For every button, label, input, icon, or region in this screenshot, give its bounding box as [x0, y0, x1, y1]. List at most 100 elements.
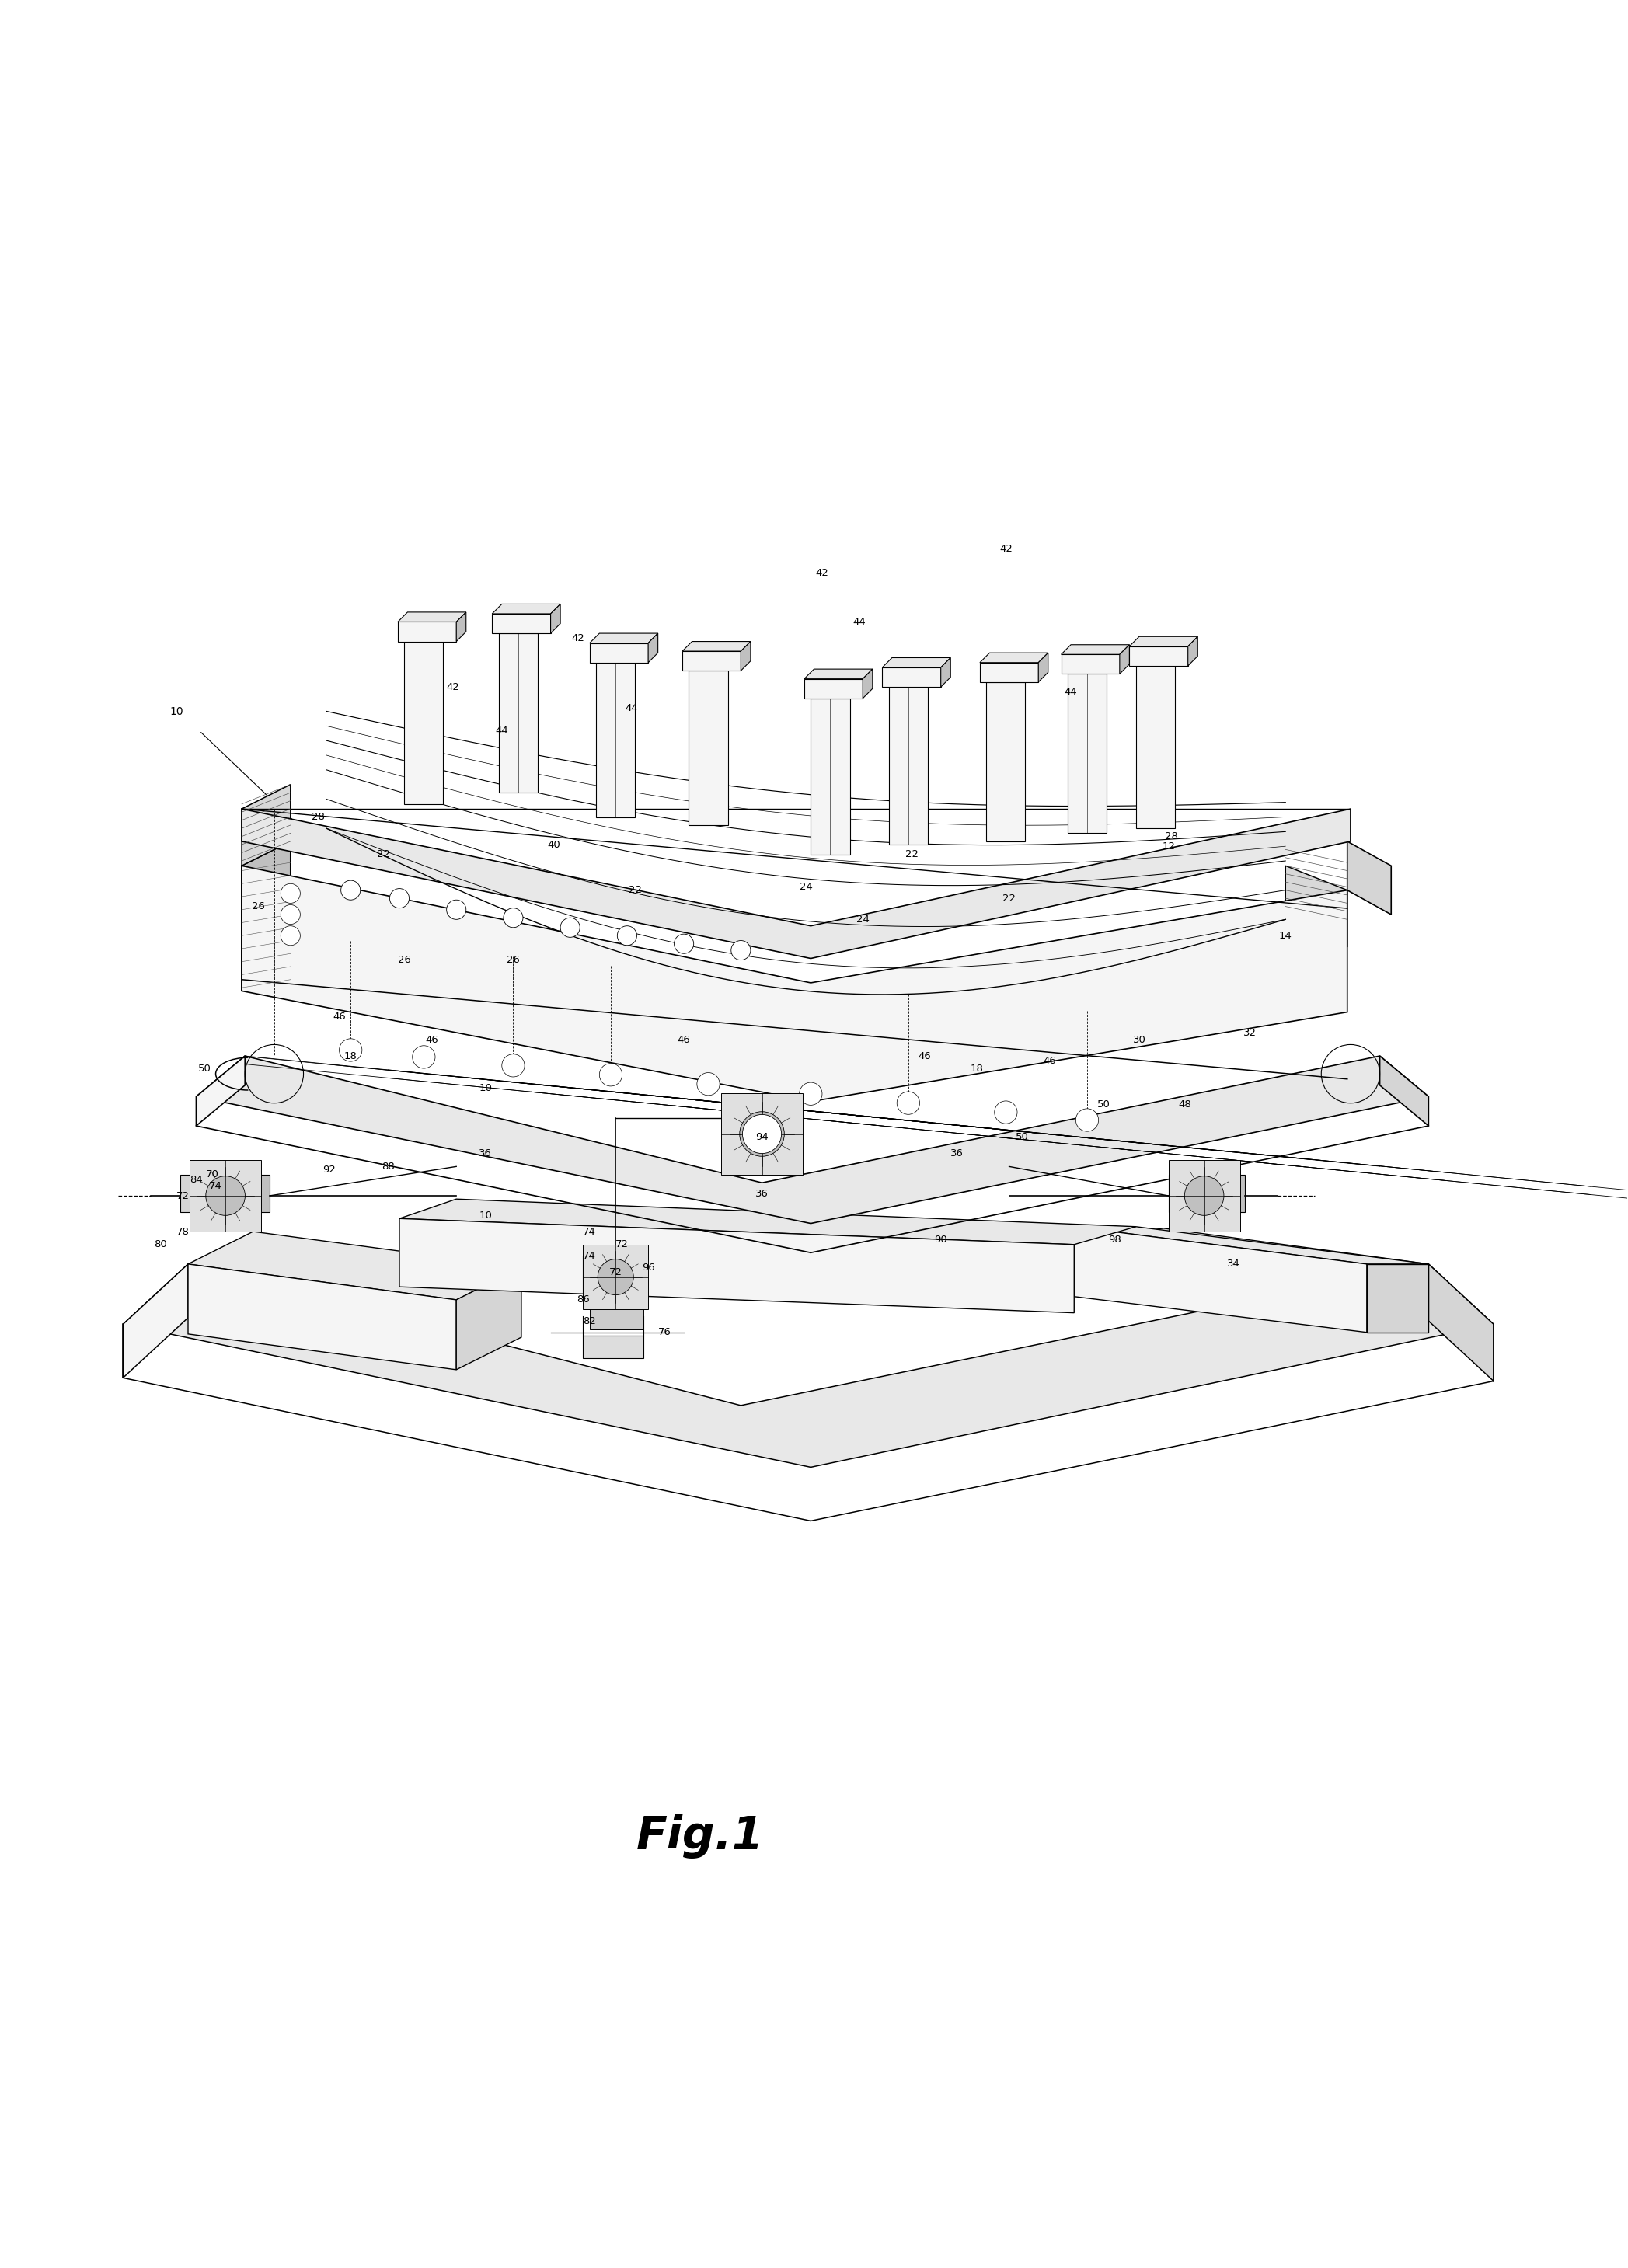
Polygon shape	[189, 1232, 521, 1300]
Circle shape	[205, 1177, 246, 1216]
Polygon shape	[225, 1175, 269, 1211]
Polygon shape	[189, 1263, 456, 1370]
Text: 98: 98	[1109, 1234, 1122, 1245]
Circle shape	[995, 1100, 1018, 1123]
Polygon shape	[456, 1268, 521, 1370]
Polygon shape	[181, 1175, 225, 1211]
Polygon shape	[941, 658, 951, 687]
Text: 28: 28	[1166, 832, 1179, 841]
Circle shape	[389, 889, 409, 907]
Text: 82: 82	[583, 1315, 596, 1327]
Circle shape	[280, 905, 300, 925]
Polygon shape	[124, 1263, 189, 1379]
Text: 22: 22	[1003, 894, 1016, 903]
Text: 50: 50	[1097, 1100, 1110, 1109]
Circle shape	[340, 880, 360, 900]
Text: 42: 42	[446, 683, 459, 692]
Text: 42: 42	[1000, 544, 1013, 553]
Text: 76: 76	[658, 1327, 671, 1338]
Circle shape	[897, 1091, 920, 1114]
Circle shape	[280, 885, 300, 903]
Text: 10: 10	[479, 1211, 492, 1220]
Polygon shape	[1039, 653, 1048, 683]
Text: 10: 10	[169, 705, 184, 717]
Circle shape	[597, 1259, 633, 1295]
Circle shape	[1185, 1177, 1224, 1216]
Polygon shape	[1136, 667, 1175, 828]
Polygon shape	[583, 1245, 648, 1309]
Text: 24: 24	[799, 882, 812, 891]
Polygon shape	[492, 615, 550, 633]
Text: 78: 78	[176, 1227, 190, 1236]
Text: 46: 46	[918, 1050, 931, 1061]
Text: 42: 42	[816, 567, 829, 578]
Text: 14: 14	[1280, 930, 1293, 941]
Polygon shape	[492, 603, 560, 615]
Text: 74: 74	[583, 1227, 596, 1236]
Polygon shape	[589, 644, 648, 662]
Text: 46: 46	[425, 1034, 438, 1046]
Text: 84: 84	[190, 1175, 204, 1184]
Polygon shape	[197, 1057, 1428, 1222]
Polygon shape	[804, 669, 873, 678]
Text: 36: 36	[479, 1148, 492, 1159]
Polygon shape	[241, 841, 290, 991]
Polygon shape	[889, 687, 928, 844]
Circle shape	[674, 934, 694, 953]
Polygon shape	[498, 633, 537, 792]
Polygon shape	[1074, 1227, 1368, 1331]
Polygon shape	[1061, 655, 1120, 674]
Text: 74: 74	[208, 1182, 223, 1191]
Text: 88: 88	[381, 1161, 394, 1173]
Polygon shape	[397, 612, 466, 621]
Text: 48: 48	[1179, 1100, 1192, 1109]
Circle shape	[617, 925, 637, 946]
Text: 80: 80	[155, 1241, 168, 1250]
Text: 72: 72	[176, 1191, 190, 1200]
Circle shape	[412, 1046, 435, 1068]
Polygon shape	[682, 642, 751, 651]
Text: 44: 44	[853, 617, 866, 626]
Text: Fig.1: Fig.1	[637, 1814, 764, 1857]
Polygon shape	[1381, 1057, 1428, 1125]
Polygon shape	[399, 1200, 1136, 1245]
Polygon shape	[596, 662, 635, 816]
Text: 28: 28	[311, 812, 324, 821]
Polygon shape	[1130, 637, 1198, 646]
Polygon shape	[1286, 866, 1348, 948]
Polygon shape	[721, 1093, 803, 1175]
Text: 44: 44	[495, 726, 508, 735]
Circle shape	[560, 919, 580, 937]
Text: 40: 40	[547, 839, 560, 851]
Polygon shape	[241, 785, 290, 866]
Text: 74: 74	[583, 1252, 596, 1261]
Text: 90: 90	[934, 1234, 947, 1245]
Polygon shape	[589, 633, 658, 644]
Polygon shape	[1074, 1227, 1428, 1263]
Polygon shape	[550, 603, 560, 633]
Polygon shape	[1348, 841, 1392, 914]
Polygon shape	[980, 653, 1048, 662]
Circle shape	[446, 900, 466, 919]
Polygon shape	[1068, 674, 1107, 832]
Text: 22: 22	[905, 848, 918, 860]
Circle shape	[339, 1039, 361, 1061]
Text: 18: 18	[344, 1050, 357, 1061]
Text: 24: 24	[856, 914, 869, 925]
Polygon shape	[804, 678, 863, 699]
Text: 50: 50	[1016, 1132, 1029, 1143]
Polygon shape	[1428, 1263, 1493, 1381]
Polygon shape	[589, 1304, 643, 1329]
Circle shape	[731, 941, 751, 959]
Polygon shape	[689, 671, 728, 826]
Polygon shape	[1368, 1263, 1428, 1331]
Polygon shape	[682, 651, 741, 671]
Text: 26: 26	[397, 955, 410, 966]
Polygon shape	[197, 1057, 244, 1125]
Polygon shape	[1205, 1175, 1245, 1211]
Polygon shape	[1188, 637, 1198, 667]
Text: 72: 72	[615, 1241, 628, 1250]
Text: 96: 96	[641, 1263, 654, 1272]
Text: 86: 86	[576, 1295, 589, 1304]
Polygon shape	[1130, 646, 1188, 667]
